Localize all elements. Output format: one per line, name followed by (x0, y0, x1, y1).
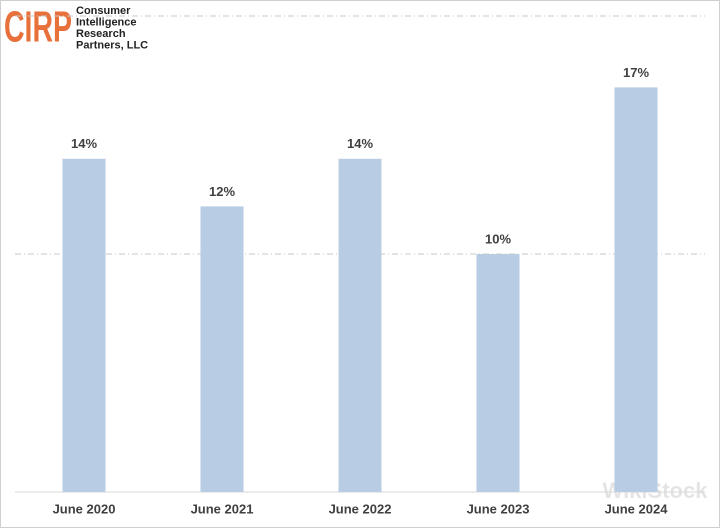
bar (614, 87, 658, 493)
logo-line: Intelligence (76, 16, 137, 28)
logo-line: Research (76, 28, 126, 40)
bar (476, 254, 520, 492)
logo-mark: CIRP (4, 3, 72, 52)
logo-line: Consumer (76, 5, 131, 17)
value-label: 14% (71, 136, 97, 151)
bar (338, 158, 382, 493)
x-tick-label: June 2024 (605, 501, 669, 516)
x-tick-label: June 2022 (329, 501, 392, 516)
value-label: 12% (209, 184, 235, 199)
x-tick-label: June 2023 (467, 501, 530, 516)
bar (200, 206, 244, 492)
x-tick-label: June 2021 (191, 501, 254, 516)
x-tick-label: June 2020 (53, 501, 116, 516)
value-label: 14% (347, 136, 373, 151)
bar (62, 158, 106, 493)
value-label: 10% (485, 231, 511, 246)
value-label: 17% (623, 65, 649, 80)
logo-line: Partners, LLC (76, 39, 148, 51)
